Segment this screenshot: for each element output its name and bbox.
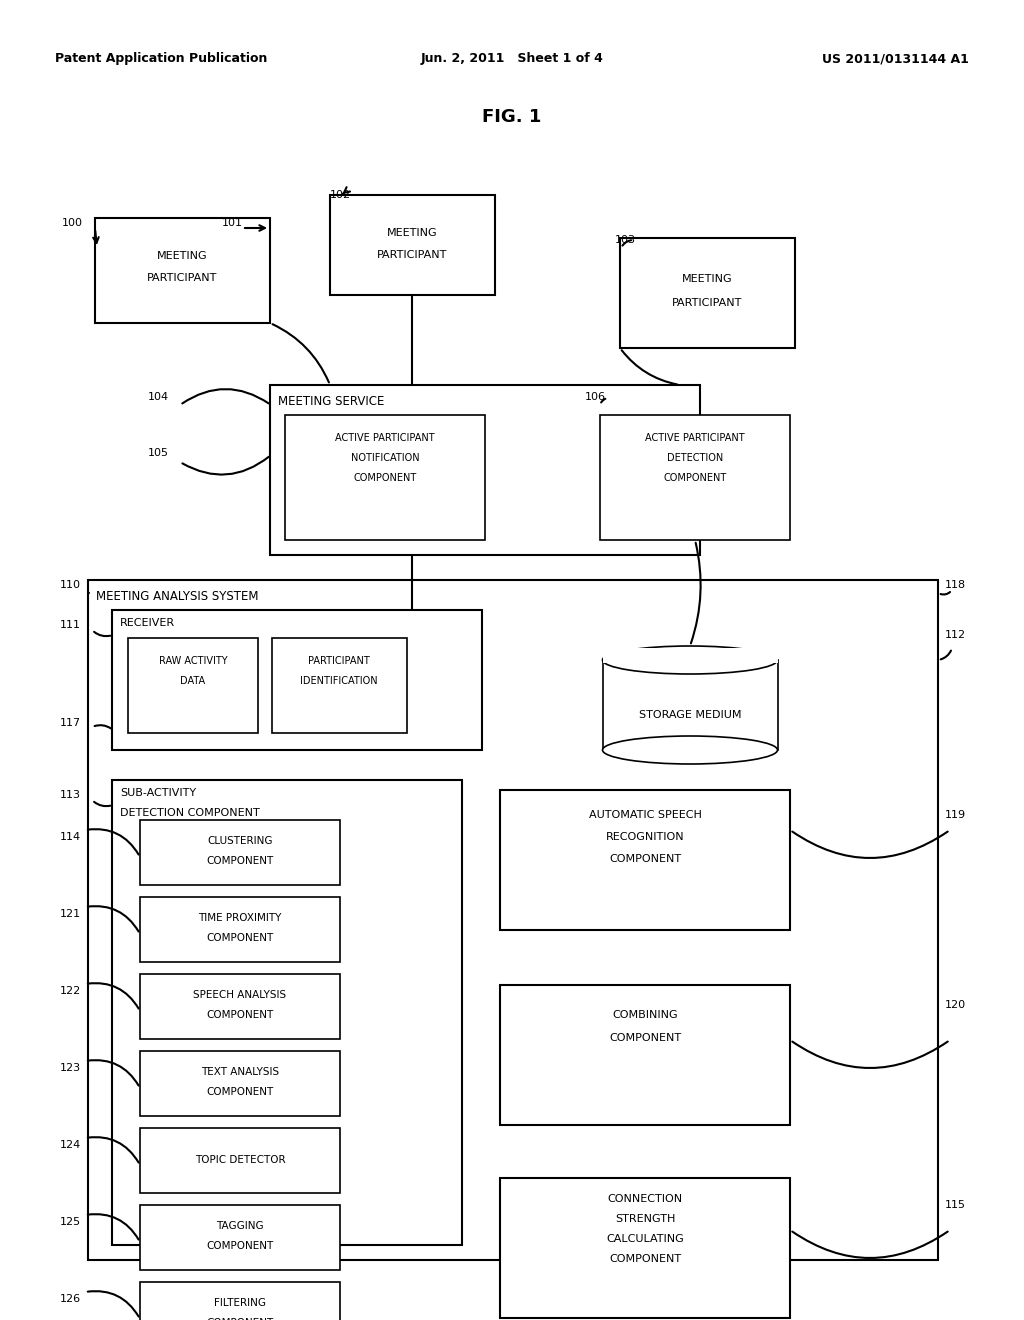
Text: RECOGNITION: RECOGNITION xyxy=(605,832,684,842)
Text: MEETING: MEETING xyxy=(387,228,437,238)
Bar xyxy=(285,414,485,540)
Bar xyxy=(500,789,790,931)
Bar xyxy=(603,648,778,663)
Text: FILTERING: FILTERING xyxy=(214,1298,266,1308)
Text: ACTIVE PARTICIPANT: ACTIVE PARTICIPANT xyxy=(645,433,744,444)
Text: COMPONENT: COMPONENT xyxy=(207,1010,273,1020)
Text: 115: 115 xyxy=(945,1200,966,1210)
Text: PARTICIPANT: PARTICIPANT xyxy=(672,298,742,308)
Text: CONNECTION: CONNECTION xyxy=(607,1195,683,1204)
Text: 119: 119 xyxy=(945,810,966,820)
Bar xyxy=(140,820,340,884)
Text: COMPONENT: COMPONENT xyxy=(609,1034,681,1043)
Text: 124: 124 xyxy=(60,1140,81,1150)
Text: 118: 118 xyxy=(945,579,966,590)
Bar xyxy=(272,638,407,733)
Text: 125: 125 xyxy=(60,1217,81,1228)
Text: PARTICIPANT: PARTICIPANT xyxy=(377,249,447,260)
Text: COMPONENT: COMPONENT xyxy=(609,1254,681,1265)
Text: COMPONENT: COMPONENT xyxy=(353,473,417,483)
Text: DETECTION COMPONENT: DETECTION COMPONENT xyxy=(120,808,260,818)
Text: 122: 122 xyxy=(60,986,81,997)
Text: US 2011/0131144 A1: US 2011/0131144 A1 xyxy=(822,51,969,65)
Text: 105: 105 xyxy=(148,447,169,458)
Text: NOTIFICATION: NOTIFICATION xyxy=(350,453,419,463)
Bar xyxy=(112,780,462,1245)
Bar xyxy=(603,660,778,750)
Text: PARTICIPANT: PARTICIPANT xyxy=(308,656,370,667)
Text: COMPONENT: COMPONENT xyxy=(207,1086,273,1097)
Text: RAW ACTIVITY: RAW ACTIVITY xyxy=(159,656,227,667)
Text: TAGGING: TAGGING xyxy=(216,1221,264,1232)
Bar xyxy=(140,898,340,962)
Text: 117: 117 xyxy=(60,718,81,729)
Bar xyxy=(600,414,790,540)
Text: SUB-ACTIVITY: SUB-ACTIVITY xyxy=(120,788,197,799)
Text: ACTIVE PARTICIPANT: ACTIVE PARTICIPANT xyxy=(335,433,435,444)
Text: Jun. 2, 2011   Sheet 1 of 4: Jun. 2, 2011 Sheet 1 of 4 xyxy=(421,51,603,65)
Text: STORAGE MEDIUM: STORAGE MEDIUM xyxy=(639,710,741,719)
Text: IDENTIFICATION: IDENTIFICATION xyxy=(300,676,378,686)
Text: 110: 110 xyxy=(60,579,81,590)
Text: COMPONENT: COMPONENT xyxy=(664,473,727,483)
Text: TOPIC DETECTOR: TOPIC DETECTOR xyxy=(195,1155,286,1166)
Text: DETECTION: DETECTION xyxy=(667,453,723,463)
Text: 123: 123 xyxy=(60,1063,81,1073)
Text: 126: 126 xyxy=(60,1294,81,1304)
Bar xyxy=(128,638,258,733)
Text: 111: 111 xyxy=(60,620,81,630)
Text: Patent Application Publication: Patent Application Publication xyxy=(55,51,267,65)
Text: TIME PROXIMITY: TIME PROXIMITY xyxy=(199,913,282,923)
Text: 113: 113 xyxy=(60,789,81,800)
Text: 103: 103 xyxy=(615,235,636,246)
Text: FIG. 1: FIG. 1 xyxy=(482,108,542,125)
Text: 112: 112 xyxy=(945,630,966,640)
Text: MEETING: MEETING xyxy=(682,275,732,284)
Bar xyxy=(500,1177,790,1317)
Ellipse shape xyxy=(602,737,777,764)
Text: PARTICIPANT: PARTICIPANT xyxy=(146,273,217,282)
Text: 104: 104 xyxy=(148,392,169,403)
Text: MEETING SERVICE: MEETING SERVICE xyxy=(278,395,384,408)
Ellipse shape xyxy=(602,645,777,675)
Bar xyxy=(140,1205,340,1270)
Bar xyxy=(140,974,340,1039)
Bar xyxy=(140,1129,340,1193)
Text: MEETING: MEETING xyxy=(157,251,207,261)
Bar xyxy=(95,218,270,323)
Text: SPEECH ANALYSIS: SPEECH ANALYSIS xyxy=(194,990,287,1001)
Text: AUTOMATIC SPEECH: AUTOMATIC SPEECH xyxy=(589,810,701,820)
Bar xyxy=(88,579,938,1261)
Text: 114: 114 xyxy=(60,832,81,842)
Text: 100: 100 xyxy=(62,218,83,228)
Bar xyxy=(140,1051,340,1115)
Text: COMPONENT: COMPONENT xyxy=(207,855,273,866)
Bar xyxy=(500,985,790,1125)
Text: RECEIVER: RECEIVER xyxy=(120,618,175,628)
Text: 121: 121 xyxy=(60,909,81,919)
Text: 102: 102 xyxy=(330,190,351,201)
Text: COMBINING: COMBINING xyxy=(612,1010,678,1020)
Text: MEETING ANALYSIS SYSTEM: MEETING ANALYSIS SYSTEM xyxy=(96,590,258,603)
Bar xyxy=(620,238,795,348)
Text: CALCULATING: CALCULATING xyxy=(606,1234,684,1243)
Bar xyxy=(140,1282,340,1320)
Text: 120: 120 xyxy=(945,1001,966,1010)
Text: DATA: DATA xyxy=(180,676,206,686)
Bar xyxy=(270,385,700,554)
Text: COMPONENT: COMPONENT xyxy=(207,933,273,942)
Bar xyxy=(330,195,495,294)
Text: COMPONENT: COMPONENT xyxy=(207,1317,273,1320)
Text: COMPONENT: COMPONENT xyxy=(207,1241,273,1251)
Text: 106: 106 xyxy=(585,392,606,403)
Bar xyxy=(112,610,482,750)
Text: COMPONENT: COMPONENT xyxy=(609,854,681,865)
Text: 101: 101 xyxy=(222,218,243,228)
Text: STRENGTH: STRENGTH xyxy=(614,1214,675,1224)
Text: CLUSTERING: CLUSTERING xyxy=(207,836,272,846)
Text: TEXT ANALYSIS: TEXT ANALYSIS xyxy=(201,1067,280,1077)
